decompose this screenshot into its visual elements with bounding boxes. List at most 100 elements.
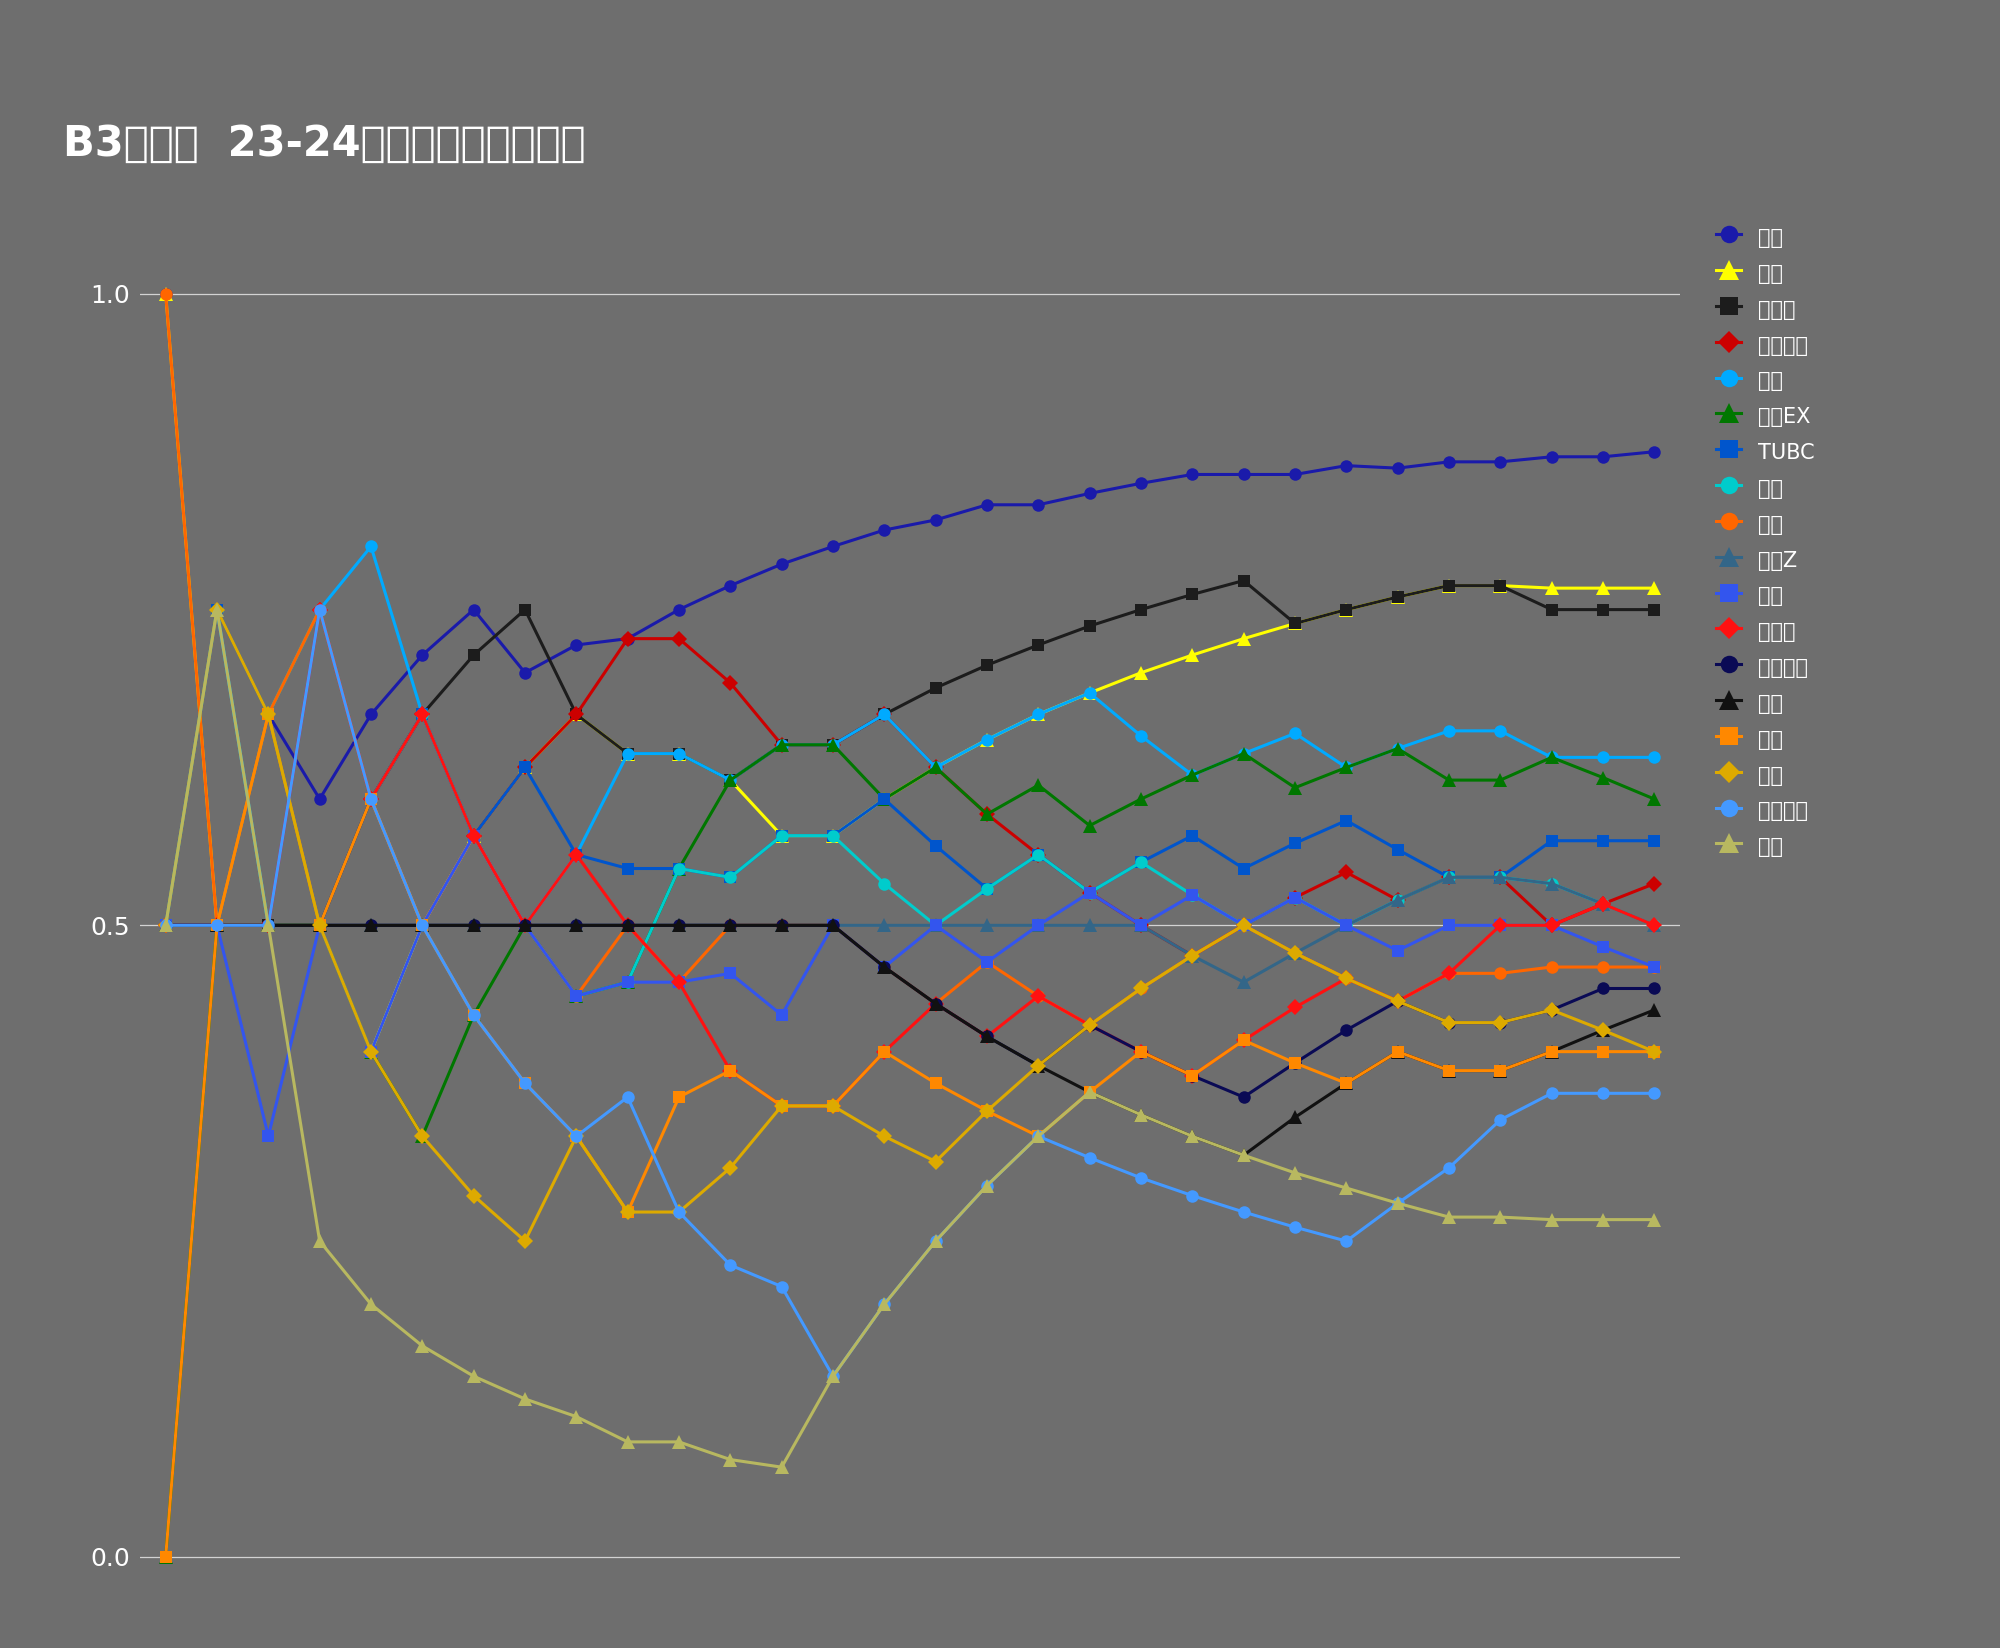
しながわ [1130,1042,1154,1061]
香川 [616,743,640,763]
福井 [872,521,896,541]
湘南 [1078,883,1102,903]
八王子 [360,789,384,809]
徳島 [154,915,178,934]
豊田合成 [1026,1126,1050,1145]
八王子 [1438,964,1462,984]
香川 [514,758,538,778]
金沢 [1540,1210,1564,1229]
香川 [564,705,588,725]
横浜EX [976,804,1000,824]
三重 [1540,1042,1564,1061]
岐阜 [204,915,228,934]
湘南 [308,600,332,620]
山口 [1180,946,1204,966]
立川 [410,915,434,934]
しながわ [308,915,332,934]
徳島 [718,770,742,789]
山口 [514,1231,538,1251]
福井 [770,554,794,574]
八王子 [1386,990,1410,1010]
岐阜 [924,994,948,1014]
東京Z [256,915,280,934]
しながわ [1026,1056,1050,1076]
金沢 [1180,1126,1204,1145]
Line: 豊田合成: 豊田合成 [160,603,1660,1383]
しながわ [976,1027,1000,1046]
福井 [976,494,1000,514]
金沢 [1334,1178,1358,1198]
豊田合成 [1592,1083,1616,1103]
八王子 [1232,1030,1256,1050]
横浜EX [514,915,538,934]
山口 [1334,969,1358,989]
TUBC [1592,831,1616,850]
Line: 横浜EX: 横浜EX [158,738,1662,1564]
豊田合成 [256,915,280,934]
さいたま [462,826,486,845]
岐阜 [1592,1020,1616,1040]
三重 [718,1061,742,1081]
金沢 [976,1175,1000,1195]
湘南 [924,915,948,934]
東京Z [1540,873,1564,893]
さいたま [770,735,794,755]
岐阜 [770,915,794,934]
鹿児島 [770,735,794,755]
山口 [256,705,280,725]
鹿児島 [1488,575,1512,595]
福井 [718,575,742,595]
岐阜 [718,915,742,934]
鹿児島 [1438,575,1462,595]
八王子 [462,826,486,845]
金沢 [1284,1163,1308,1183]
豊田合成 [1386,1193,1410,1213]
福井 [256,705,280,725]
福井 [154,283,178,303]
湘南 [1284,888,1308,908]
湘南 [1540,873,1564,893]
三重 [822,1096,846,1116]
さいたま [204,915,228,934]
鹿児島 [1078,616,1102,636]
湘南 [872,873,896,893]
横浜EX [256,915,280,934]
八王子 [1540,915,1564,934]
香川 [1592,578,1616,598]
金沢 [514,1389,538,1409]
東京Z [770,915,794,934]
東京Z [1078,915,1102,934]
香川 [1130,662,1154,682]
横浜EX [1334,758,1358,778]
八王子 [1180,1066,1204,1086]
横浜EX [1386,738,1410,758]
八王子 [1130,1042,1154,1061]
徳島 [1592,748,1616,768]
岡山 [616,972,640,992]
徳島 [1488,720,1512,740]
TUBC [1130,852,1154,872]
岐阜 [1438,1061,1462,1081]
さいたま [1540,915,1564,934]
横浜EX [1438,770,1462,789]
岐阜 [668,915,692,934]
岡山 [1488,915,1512,934]
鹿児島 [1232,570,1256,590]
立川 [668,972,692,992]
さいたま [1078,883,1102,903]
福井 [1386,458,1410,478]
徳島 [564,845,588,865]
しながわ [1642,979,1666,999]
福井 [514,662,538,682]
山口 [462,1185,486,1205]
香川 [462,826,486,845]
岐阜 [564,915,588,934]
岡山 [1232,915,1256,934]
Line: 立川: 立川 [160,288,1660,1032]
福井 [1592,447,1616,466]
さいたま [256,915,280,934]
福井 [1180,465,1204,485]
鹿児島 [1130,600,1154,620]
立川 [308,600,332,620]
豊田合成 [976,1175,1000,1195]
